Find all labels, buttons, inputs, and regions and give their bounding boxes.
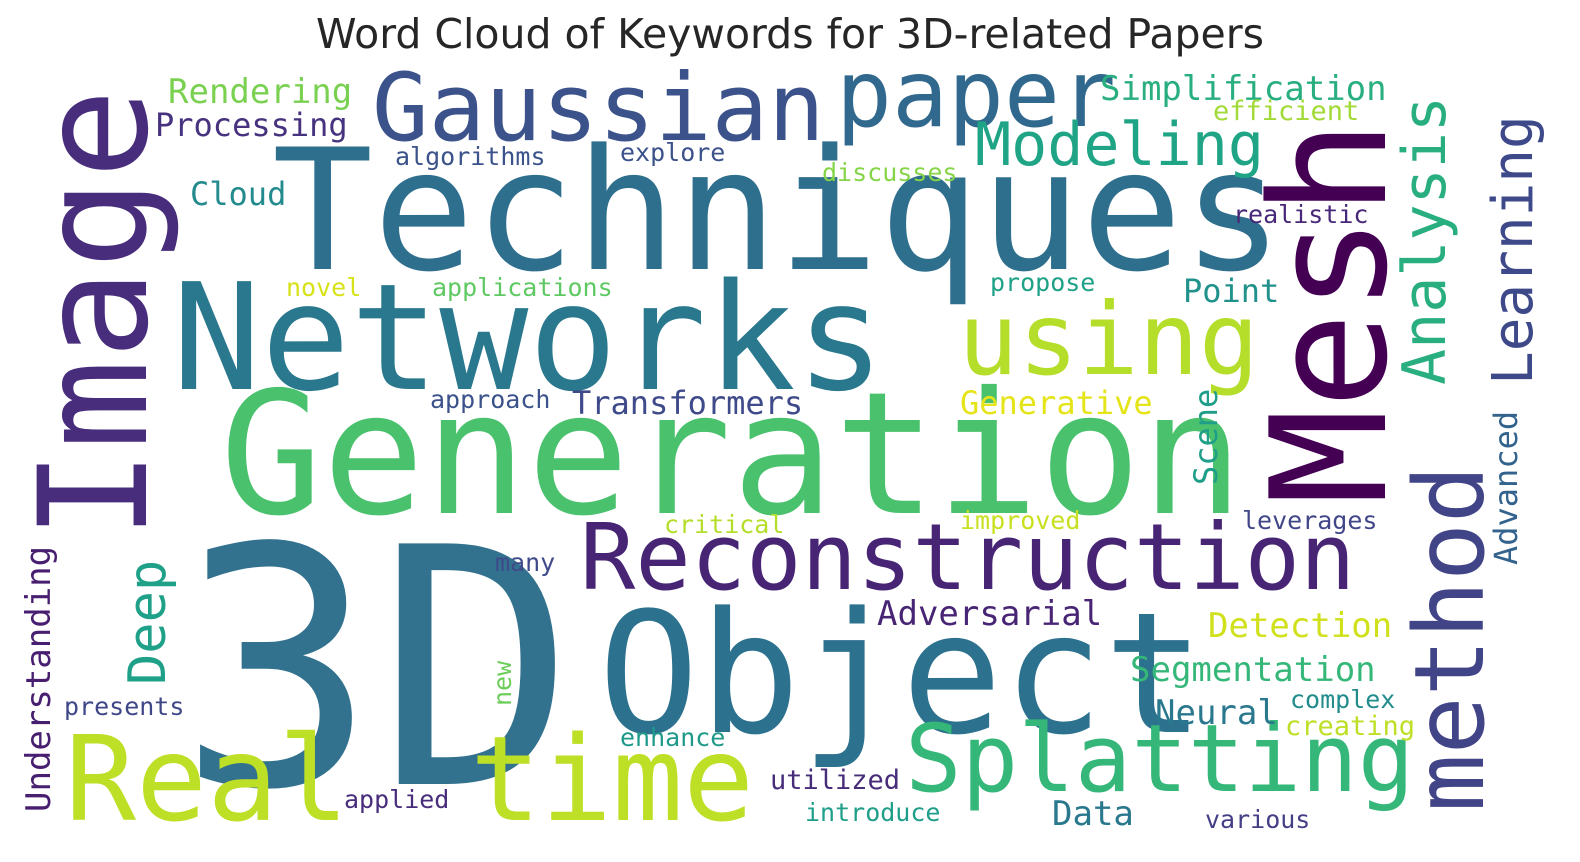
- word-novel: novel: [286, 273, 362, 302]
- word-using: using: [958, 281, 1260, 398]
- word-segmentation: Segmentation: [1130, 650, 1376, 690]
- word-complex: complex: [1290, 685, 1396, 714]
- word-new: new: [488, 660, 517, 706]
- word-learning: Learning: [1481, 115, 1546, 385]
- word-leverages: leverages: [1242, 506, 1378, 535]
- word-various: various: [1205, 805, 1311, 834]
- word-efficient: efficient: [1213, 96, 1360, 127]
- chart-title: Word Cloud of Keywords for 3D-related Pa…: [315, 10, 1264, 58]
- word-propose: propose: [990, 268, 1096, 297]
- word-simplification: Simplification: [1100, 69, 1387, 109]
- word-realistic: realistic: [1233, 200, 1369, 229]
- word-improved: improved: [960, 506, 1081, 535]
- word-adversarial: Adversarial: [877, 594, 1103, 634]
- word-detection: Detection: [1208, 606, 1393, 646]
- word-scene: Scene: [1187, 388, 1225, 485]
- word-data: Data: [1052, 794, 1134, 834]
- word-discusses: discusses: [822, 158, 958, 187]
- word-paper: paper: [836, 40, 1116, 148]
- word-splatting: Splatting: [905, 705, 1415, 814]
- word-understanding: Understanding: [19, 545, 59, 812]
- word-networks: Networks: [172, 252, 885, 424]
- word-enhance: enhance: [620, 723, 726, 752]
- word-reconstruction: Reconstruction: [580, 504, 1356, 611]
- word-approach: approach: [430, 385, 551, 414]
- word-transformers: Transformers: [572, 384, 804, 422]
- word-presents: presents: [64, 692, 185, 721]
- word-algorithms: algorithms: [395, 142, 546, 171]
- word-creating: creating: [1285, 711, 1416, 742]
- word-mesh: Mesh: [1236, 119, 1423, 505]
- word-applications: applications: [432, 273, 613, 302]
- word-real: Real: [65, 710, 350, 848]
- word-deep: Deep: [118, 559, 178, 685]
- word-analysis: Analysis: [1390, 96, 1460, 385]
- word-applied: applied: [344, 785, 450, 814]
- word-introduce: introduce: [805, 798, 941, 827]
- word-many: many: [495, 548, 556, 577]
- word-processing: Processing: [155, 106, 348, 144]
- word-cloud: Cloud: [190, 175, 287, 213]
- word-modeling: Modeling: [975, 110, 1264, 180]
- word-3d: 3D: [178, 478, 576, 862]
- word-advanced: Advanced: [1487, 410, 1525, 565]
- word-time: time: [470, 710, 755, 848]
- word-explore: explore: [620, 138, 726, 167]
- word-neural: Neural: [1155, 693, 1278, 733]
- word-generation: Generation: [220, 356, 1244, 554]
- word-method: method: [1394, 465, 1506, 812]
- word-object: Object: [598, 576, 1205, 772]
- word-image: Image: [8, 88, 182, 540]
- word-techniques: Techniques: [272, 113, 1284, 309]
- word-point: Point: [1183, 272, 1280, 310]
- word-gaussian: Gaussian: [372, 54, 825, 163]
- word-critical: critical: [664, 510, 785, 539]
- word-utilized: utilized: [770, 765, 901, 796]
- word-rendering: Rendering: [168, 72, 353, 112]
- word-generative: Generative: [960, 384, 1153, 422]
